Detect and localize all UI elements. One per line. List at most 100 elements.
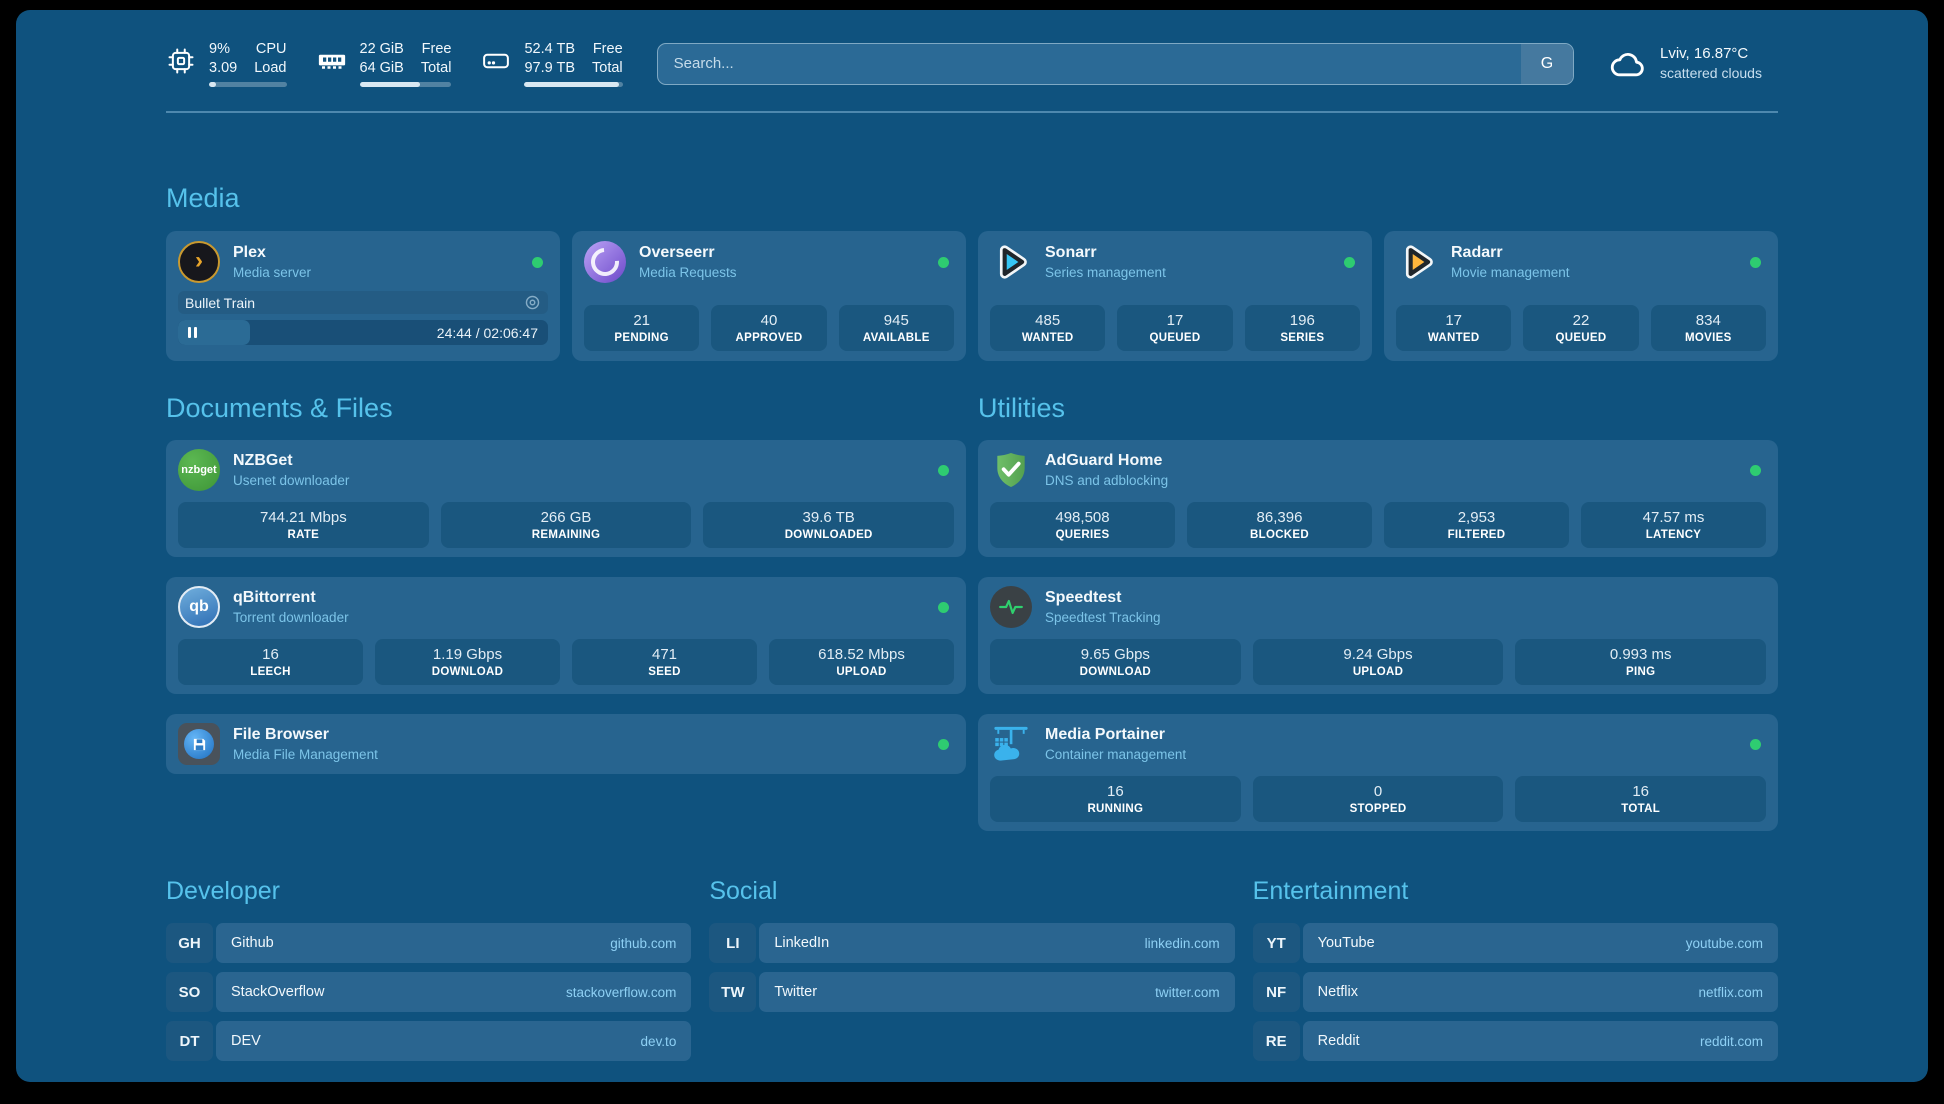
memory-free: 22 GiB: [359, 41, 404, 57]
service-card-adguard[interactable]: AdGuard Home DNS and adblocking 498,508 Q…: [978, 440, 1778, 557]
bookmark-dev[interactable]: DT DEV dev.to: [166, 1021, 692, 1061]
weather-location-temp: Lviv, 16.87°C: [1660, 45, 1749, 62]
service-name: Speedtest: [1045, 588, 1122, 606]
service-card-speedtest[interactable]: Speedtest Speedtest Tracking 9.65 Gbps DO…: [978, 577, 1778, 694]
status-online-dot: [1750, 738, 1761, 750]
status-online-dot: [1750, 256, 1761, 268]
service-subtitle: Speedtest Tracking: [1045, 609, 1161, 625]
service-subtitle: Torrent downloader: [233, 609, 349, 625]
memory-progress-bar: [359, 82, 452, 87]
service-card-portainer[interactable]: Media Portainer Container management 16 R…: [978, 714, 1778, 831]
service-name: qBittorrent: [233, 588, 316, 606]
service-subtitle: Usenet downloader: [233, 472, 350, 488]
bookmark-netflix[interactable]: NF Netflix netflix.com: [1252, 972, 1778, 1012]
view-toggle-icon[interactable]: [524, 294, 541, 311]
service-name: NZBGet: [233, 451, 293, 469]
nzbget-icon: nzbget: [178, 449, 220, 491]
stat-download: 9.65 Gbps DOWNLOAD: [990, 639, 1241, 685]
now-playing-row: Bullet Train: [178, 291, 548, 314]
status-online-dot: [938, 601, 949, 613]
bookmark-name: Twitter: [774, 984, 818, 1000]
service-name: AdGuard Home: [1045, 451, 1163, 469]
bookmark-abbr: GH: [166, 923, 213, 963]
bookmark-name: Reddit: [1317, 1033, 1360, 1049]
section-title-media: Media: [166, 183, 240, 213]
stat-series: 196 SERIES: [1244, 305, 1360, 351]
bookmark-group-social: Social LI LinkedIn linkedin.com TW Twitte…: [709, 877, 1235, 1070]
bookmark-reddit[interactable]: RE Reddit reddit.com: [1252, 1021, 1778, 1061]
cpu-load-label: Load: [254, 60, 287, 76]
bookmarks-area: Developer GH Github github.com SO StackOv…: [166, 877, 1778, 1070]
bookmark-name: LinkedIn: [774, 935, 830, 951]
disk-icon: [483, 53, 510, 69]
service-card-sonarr[interactable]: Sonarr Series management 485 WANTED 17 QUE…: [978, 231, 1372, 361]
disk-free-label: Free: [592, 41, 623, 57]
status-online-dot: [532, 256, 543, 268]
stat-blocked: 86,396 BLOCKED: [1187, 502, 1372, 548]
stat-ping: 0.993 ms PING: [1515, 639, 1767, 685]
status-online-dot: [938, 464, 949, 476]
bookmark-linkedin[interactable]: LI LinkedIn linkedin.com: [709, 923, 1235, 963]
stat-downloaded: 39.6 TB DOWNLOADED: [703, 502, 955, 548]
service-card-filebrowser[interactable]: File Browser Media File Management: [166, 714, 966, 774]
radarr-icon: [1396, 241, 1438, 283]
stat-queries: 498,508 QUERIES: [990, 502, 1175, 548]
search-input[interactable]: [657, 43, 1521, 84]
qbittorrent-icon: qb: [178, 586, 220, 628]
bookmark-twitter[interactable]: TW Twitter twitter.com: [709, 972, 1235, 1012]
bookmark-name: Github: [231, 935, 274, 951]
bookmark-stackoverflow[interactable]: SO StackOverflow stackoverflow.com: [166, 972, 692, 1012]
stat-approved: 40 APPROVED: [711, 305, 827, 351]
memory-widget: 22 GiB 64 GiB Free Total: [317, 40, 452, 87]
bookmark-domain: stackoverflow.com: [566, 984, 677, 1000]
stat-filtered: 2,953 FILTERED: [1384, 502, 1569, 548]
top-bar: 9% 3.09 CPU Load 22 GiB 64 GiB Free Total: [166, 40, 1778, 87]
service-subtitle: Media Requests: [639, 264, 737, 280]
plex-icon: ›: [178, 241, 220, 283]
portainer-icon: [990, 723, 1032, 765]
service-subtitle: Movie management: [1451, 264, 1570, 280]
cpu-icon: [168, 48, 194, 74]
service-card-nzbget[interactable]: nzbget NZBGet Usenet downloader 744.21 M…: [166, 440, 966, 557]
status-online-dot: [938, 256, 949, 268]
status-online-dot: [1750, 464, 1761, 476]
bookmark-name: DEV: [231, 1033, 261, 1049]
cpu-progress-bar: [209, 82, 287, 87]
service-card-qbittorrent[interactable]: qb qBittorrent Torrent downloader 16 LEEC…: [166, 577, 966, 694]
documents-column: nzbget NZBGet Usenet downloader 744.21 M…: [166, 440, 966, 831]
service-name: Sonarr: [1045, 243, 1097, 261]
service-card-plex[interactable]: › Plex Media server Bullet Train 24:44 /…: [166, 231, 560, 361]
now-playing-title: Bullet Train: [185, 294, 256, 311]
stat-stopped: 0 STOPPED: [1252, 776, 1504, 822]
service-name: Plex: [233, 243, 266, 261]
bookmark-youtube[interactable]: YT YouTube youtube.com: [1252, 923, 1778, 963]
disk-widget: 52.4 TB 97.9 TB Free Total: [481, 40, 623, 87]
memory-total-label: Total: [420, 60, 452, 76]
bookmark-group-title: Social: [709, 877, 778, 905]
service-name: Media Portainer: [1045, 725, 1166, 743]
adguard-icon: [990, 449, 1032, 491]
stat-remaining: 266 GB REMAINING: [440, 502, 692, 548]
section-titles-row: Documents & Files Utilities: [166, 393, 1778, 424]
status-online-dot: [938, 738, 949, 750]
stat-wanted: 485 WANTED: [990, 305, 1106, 351]
bookmark-name: Netflix: [1317, 984, 1358, 1000]
service-card-overseerr[interactable]: Overseerr Media Requests 21 PENDING 40 APP…: [572, 231, 966, 361]
bookmark-domain: netflix.com: [1698, 984, 1763, 1000]
bookmark-abbr: TW: [709, 972, 757, 1012]
utilities-column: AdGuard Home DNS and adblocking 498,508 Q…: [978, 440, 1778, 831]
disk-free: 52.4 TB: [524, 41, 576, 57]
search-provider-button[interactable]: G: [1521, 43, 1573, 84]
memory-free-label: Free: [421, 41, 452, 57]
bookmark-domain: youtube.com: [1685, 935, 1763, 951]
service-card-radarr[interactable]: Radarr Movie management 17 WANTED 22 QUEUE…: [1384, 231, 1778, 361]
playback-time: 24:44 / 02:06:47: [436, 324, 538, 341]
service-name: Overseerr: [639, 243, 715, 261]
two-column-area: nzbget NZBGet Usenet downloader 744.21 M…: [166, 440, 1778, 831]
service-subtitle: Container management: [1045, 746, 1187, 762]
bookmark-abbr: DT: [166, 1021, 213, 1061]
stat-wanted: 17 WANTED: [1396, 305, 1512, 351]
bookmark-github[interactable]: GH Github github.com: [166, 923, 692, 963]
disk-progress-bar: [524, 82, 623, 87]
cpu-label: CPU: [255, 41, 287, 57]
